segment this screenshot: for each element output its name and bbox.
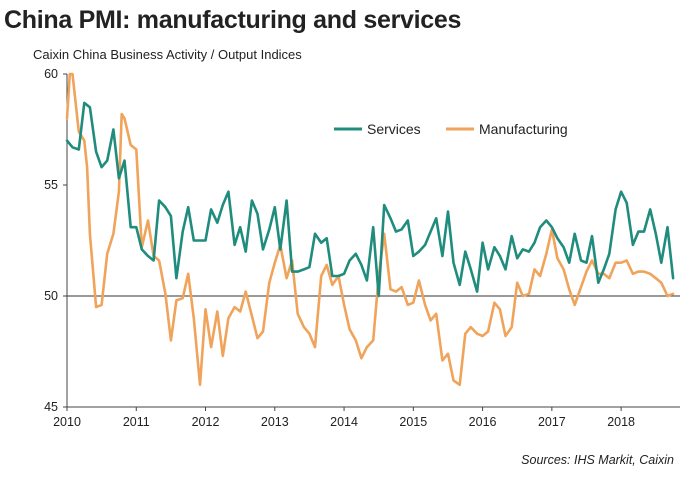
legend-label-services: Services bbox=[367, 121, 421, 137]
chart-source: Sources: IHS Markit, Caixin bbox=[521, 453, 674, 467]
x-tick-label: 2018 bbox=[607, 415, 635, 429]
x-tick-label: 2013 bbox=[261, 415, 289, 429]
y-tick-label: 55 bbox=[44, 178, 58, 192]
chart-legend: Services Manufacturing bbox=[334, 121, 568, 137]
legend-label-manufacturing: Manufacturing bbox=[479, 121, 568, 137]
chart-series-lines bbox=[65, 72, 675, 387]
chart-title: China PMI: manufacturing and services bbox=[4, 6, 462, 34]
x-tick-label: 2012 bbox=[192, 415, 220, 429]
series-line-services bbox=[65, 101, 675, 298]
series-line-manufacturing bbox=[65, 72, 675, 387]
x-tick-label: 2011 bbox=[123, 415, 150, 429]
y-tick-label: 45 bbox=[44, 400, 58, 414]
chart-subtitle: Caixin China Business Activity / Output … bbox=[33, 47, 302, 62]
x-tick-label: 2010 bbox=[53, 415, 81, 429]
x-tick-label: 2014 bbox=[330, 415, 358, 429]
x-tick-label: 2017 bbox=[538, 415, 566, 429]
x-tick-label: 2016 bbox=[469, 415, 497, 429]
x-tick-label: 2015 bbox=[399, 415, 427, 429]
chart-axes: 45 50 55 60 2010 2011 2012 2013 2014 2015 2016 2017… bbox=[44, 67, 680, 429]
y-tick-label: 60 bbox=[44, 67, 58, 81]
y-tick-label: 50 bbox=[44, 289, 58, 303]
